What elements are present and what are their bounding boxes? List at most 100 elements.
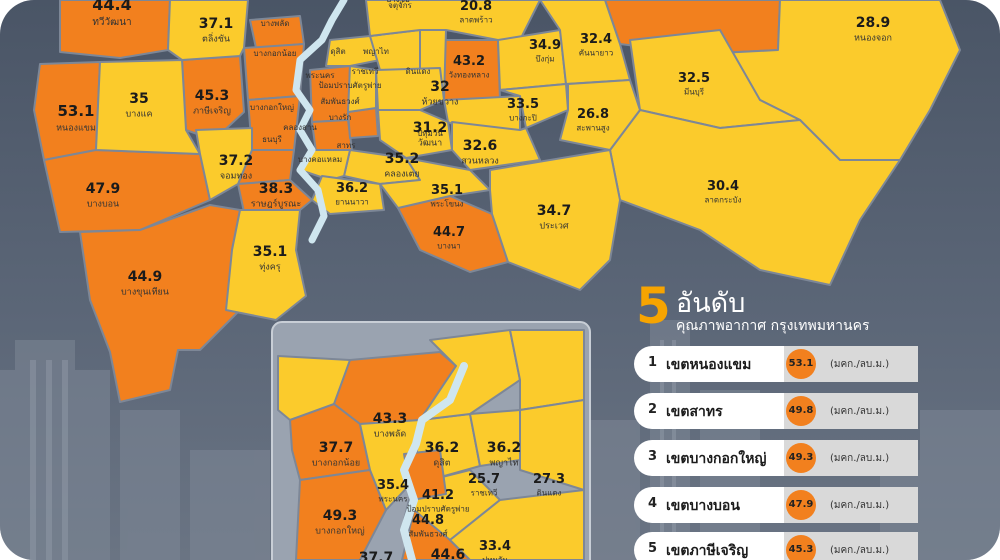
district-name-label: พระนคร [306, 71, 336, 80]
district-shape[interactable] [379, 157, 491, 209]
district-value-label: 34.9 [529, 38, 561, 53]
ranking-subtitle: คุณภาพอากาศ กรุงเทพมหานคร [676, 318, 870, 334]
ranking-number: 2 [648, 402, 658, 417]
district-name-label: พญาไท [363, 47, 389, 56]
district-name-label: ดินแดง [406, 67, 431, 76]
district-value-label: 32.6 [463, 138, 498, 154]
district-shape[interactable] [489, 149, 621, 291]
ranking-number: 4 [648, 496, 658, 511]
district-shape[interactable] [79, 204, 251, 403]
district-value-label: 38.3 [259, 181, 294, 197]
ranking-row-5[interactable]: 5 เขตภาษีเจริญ 45.3 (มคก./ลบ.ม.) [634, 532, 918, 560]
district-name-label: ทวีวัฒนา [92, 16, 131, 28]
ranking-row-1[interactable]: 1 เขตหนองแขม 53.1 (มคก./ลบ.ม.) [634, 346, 918, 382]
ranking-value-badge: 47.9 [786, 490, 816, 520]
ranking-unit: (มคก./ลบ.ม.) [830, 406, 890, 417]
district-name-label: ราชเทวี [352, 67, 379, 76]
district-name-label: คลองสาน [283, 123, 317, 132]
district-name-label: จอมทอง [220, 171, 252, 181]
district-shape[interactable] [499, 83, 569, 129]
district-shape[interactable] [195, 127, 253, 201]
district-value-label: 37.1 [199, 16, 234, 32]
ranking-district-name: เขตหนองแขม [666, 357, 752, 373]
district-shape[interactable] [375, 67, 445, 111]
district-value-label: 36.2 [336, 181, 368, 196]
ranking-unit: (มคก./ลบ.ม.) [830, 453, 890, 464]
district-name-label: มีนบุรี [684, 87, 705, 96]
district-name-label: บางพลัด [261, 19, 290, 28]
district-shape[interactable] [225, 209, 307, 321]
district-name-label: ทุ่งครุ [259, 262, 280, 272]
district-shape[interactable] [59, 0, 171, 59]
chao-phraya-river [292, 0, 348, 244]
district-shape[interactable] [311, 175, 385, 215]
ranking-number: 5 [648, 541, 658, 556]
ranking-district-name: เขตบางบอน [666, 498, 740, 514]
district-value-label: 43.2 [453, 54, 485, 69]
inset-district-name-label: พญาไท [489, 457, 518, 468]
district-value-label: 37.2 [219, 153, 254, 169]
inset-district-shape[interactable] [449, 489, 585, 560]
district-name-label: ห้วยขวาง [422, 96, 459, 107]
district-name-label: สวนหลวง [461, 156, 499, 166]
ranking-number: 1 [648, 355, 658, 370]
inset-district-value-label: 27.3 [533, 472, 565, 487]
district-value-label: 44.7 [433, 225, 465, 240]
inset-district-shape[interactable] [359, 419, 421, 511]
district-value-label: 31.2 [413, 120, 448, 136]
ranking-unit: (มคก./ลบ.ม.) [830, 359, 890, 370]
district-name-label: สัมพันธวงศ์ [320, 96, 359, 106]
district-name-label: ราษฎร์บูรณะ [251, 197, 302, 209]
district-name-label: หนองจอก [854, 33, 892, 43]
district-name-label: บางขุนเทียน [121, 286, 169, 297]
district-shape[interactable] [365, 0, 541, 41]
district-shape[interactable] [95, 59, 201, 155]
inset-district-shape[interactable] [509, 329, 585, 411]
inset-district-value-label: 44.8 [412, 513, 444, 528]
ranking-row-2[interactable]: 2 เขตสาทร 49.8 (มคก./ลบ.ม.) [634, 393, 918, 429]
district-value-label: 53.1 [57, 102, 94, 120]
district-value-label: 35.1 [431, 183, 463, 198]
inset-district-shape[interactable] [295, 469, 387, 560]
district-shape[interactable] [347, 107, 379, 139]
district-value-label: 35.1 [253, 244, 288, 260]
district-shape[interactable] [347, 65, 377, 113]
district-value-label: 47.9 [86, 181, 121, 197]
district-name-label: ธนบุรี [262, 135, 282, 144]
district-value-label: 44.4 [92, 0, 131, 14]
ranking-value-badge: 49.3 [786, 443, 816, 473]
ranking-count: 5 [636, 277, 671, 335]
ranking-row-4[interactable]: 4 เขตบางบอน 47.9 (มคก./ลบ.ม.) [634, 487, 918, 523]
district-shape[interactable] [167, 0, 249, 61]
inset-district-name-label: ดินแดง [537, 488, 562, 497]
inset-district-value-label: 35.4 [377, 478, 409, 493]
district-name-label: สะพานสูง [576, 123, 609, 133]
district-name-label: จตุจักร [388, 1, 412, 10]
inset-district-name-label: สัมพันธวงศ์ [408, 528, 447, 538]
district-name-label: บางกอกน้อย [254, 49, 297, 58]
district-name-label: บางคอแหลม [298, 155, 342, 164]
district-value-label: 35.2 [385, 151, 420, 167]
district-shape[interactable] [325, 35, 381, 67]
district-value-label: 33.5 [507, 97, 539, 112]
district-name-label: วัฒนา [418, 138, 442, 148]
district-name-label: บางแค [126, 109, 153, 119]
inset-district-name-label: ราชเทวี [471, 488, 498, 497]
district-value-label: 30.4 [707, 179, 739, 194]
district-shape[interactable] [237, 179, 313, 213]
district-name-label: บางกะปิ [509, 113, 537, 122]
district-name-label: ดุสิต [330, 47, 345, 56]
inset-district-value-label: 36.2 [425, 440, 460, 456]
inset-district-value-label: 44.6 [431, 547, 466, 560]
inset-district-value-label: 36.2 [487, 440, 522, 456]
district-name-label: สาทร [337, 141, 357, 150]
inset-district-name-label: ป้อมปราบศัตรูพ่าย [406, 504, 469, 514]
district-name-label: ปทุมวัน [417, 129, 443, 138]
ranking-unit: (มคก./ลบ.ม.) [830, 500, 890, 511]
ranking-district-name: เขตสาทร [666, 404, 723, 420]
district-shape[interactable] [451, 121, 541, 171]
ranking-row-3[interactable]: 3 เขตบางกอกใหญ่ 49.3 (มคก./ลบ.ม.) [634, 440, 918, 476]
ranking-district-name: เขตภาษีเจริญ [666, 543, 749, 559]
district-value-label: 32.5 [678, 71, 710, 86]
